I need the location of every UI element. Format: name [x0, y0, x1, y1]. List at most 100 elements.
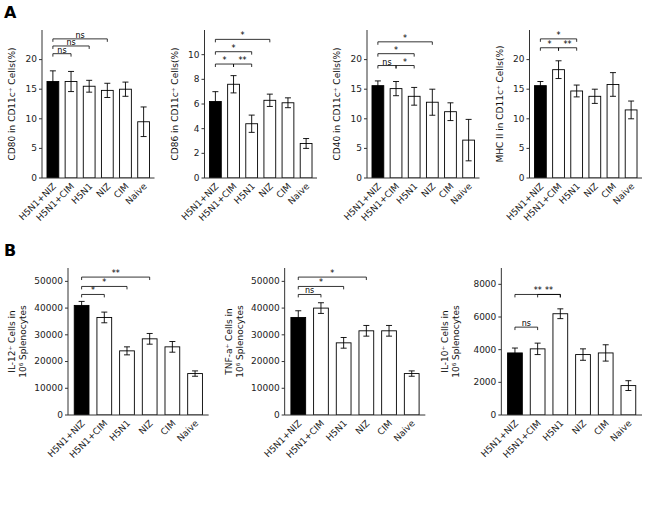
y-axis-label: CD80 in CD11c⁺ Cells(%) [7, 48, 17, 161]
bar [534, 86, 546, 178]
bar [336, 343, 351, 415]
bar [359, 331, 374, 415]
y-tick-label: 0 [356, 173, 362, 183]
error-bar [86, 80, 92, 92]
y-tick-label: 20 [351, 54, 363, 64]
y-axis-line [68, 268, 69, 415]
y-tick [364, 59, 367, 60]
y-axis-line [284, 268, 285, 415]
y-tick [364, 178, 367, 179]
y-tick [527, 89, 530, 90]
error-bar [447, 103, 453, 121]
error-bar [556, 61, 562, 79]
x-tick-label: Naive [124, 181, 150, 207]
y-tick-label: 20 [513, 54, 525, 64]
y-tick-label: 15 [513, 84, 524, 94]
x-tick-label: H5N1 [108, 418, 133, 443]
y-axis-label-line: TNF-a⁺ Cells in [224, 308, 234, 375]
bar [625, 110, 637, 178]
y-tick-label: 4000 [473, 345, 496, 355]
bar [372, 86, 384, 178]
error-bar [192, 371, 198, 376]
bar [282, 103, 294, 178]
subplot: 02000400060008000H5N1+NIZH5N1+CIMH5N1NIZ… [440, 268, 642, 460]
x-tick-label: H5N1 [232, 181, 257, 206]
y-axis-label-line: MHC II in CD11c⁺ Cells(%) [495, 45, 505, 162]
x-tick-label: Naive [449, 181, 475, 207]
error-bar [610, 73, 616, 97]
error-bar [363, 325, 369, 336]
error-bar [535, 343, 541, 354]
x-tick-label: Naive [392, 418, 418, 444]
bar [589, 96, 601, 178]
x-tick-label: CIM [592, 418, 611, 437]
y-axis-line [529, 30, 530, 178]
significance-label: ns [57, 46, 66, 55]
x-tick-label: H5N1+CIM [501, 418, 543, 460]
error-bar [68, 71, 74, 91]
y-tick [282, 415, 285, 416]
y-tick-label: 15 [26, 84, 37, 94]
y-tick-label: 10 [26, 114, 38, 124]
error-bar [318, 303, 324, 314]
bar [314, 308, 329, 415]
bar [165, 347, 180, 415]
plot-area [209, 76, 312, 178]
significance-label: ns [382, 58, 391, 67]
x-tick-label: H5N1+CIM [522, 181, 564, 223]
x-tick-label: NIZ [354, 418, 372, 436]
y-tick [65, 308, 68, 309]
bar [209, 102, 221, 178]
y-tick-label: 50000 [251, 276, 280, 286]
y-tick [39, 89, 42, 90]
y-axis-label-line: CD86 in CD11c⁺ Cells(%) [170, 48, 180, 161]
y-tick [202, 178, 205, 179]
x-axis-line [205, 178, 318, 179]
x-tick-label: H5N1 [395, 181, 420, 206]
bar [120, 89, 132, 178]
error-bar [341, 337, 347, 348]
x-tick-label: Naive [286, 181, 312, 207]
error-bar [122, 82, 128, 96]
error-bar [104, 83, 110, 97]
y-tick [364, 148, 367, 149]
y-tick [527, 148, 530, 149]
y-tick-label: 10 [513, 114, 525, 124]
x-tick-label: NIZ [94, 181, 112, 199]
y-axis-label-line: 10⁶ Splenocytes [18, 305, 28, 378]
y-tick-label: 30000 [251, 330, 280, 340]
x-tick-label: NIZ [582, 181, 600, 199]
error-bar [466, 119, 472, 160]
y-tick-label: 30000 [34, 330, 63, 340]
error-bar [231, 76, 237, 93]
bar [188, 374, 203, 415]
y-axis-label: CD40 in CD11c⁺ Cells(%) [332, 48, 342, 161]
error-bar [557, 309, 563, 319]
y-axis-line [367, 30, 368, 178]
y-tick-label: 20000 [251, 356, 280, 366]
bar [598, 353, 613, 415]
significance-label: ** [545, 286, 553, 295]
error-bar [386, 325, 392, 336]
y-tick [65, 415, 68, 416]
y-tick [202, 79, 205, 80]
y-tick [202, 153, 205, 154]
error-bar [212, 92, 218, 112]
subplot: 05101520H5N1+NIZH5N1+CIMH5N1NIZCIMNaiveM… [495, 30, 643, 223]
error-bar [429, 89, 435, 115]
significance-label: ns [305, 286, 314, 295]
x-tick-label: NIZ [257, 181, 275, 199]
error-bar [124, 347, 130, 355]
error-bar [393, 82, 399, 96]
significance-label: * [547, 40, 551, 49]
x-tick-label: NIZ [419, 181, 437, 199]
bar [508, 353, 523, 415]
error-bar [267, 94, 273, 106]
y-tick-label: 10000 [251, 383, 280, 393]
y-tick [282, 334, 285, 335]
x-tick-label: H5N1 [541, 418, 566, 443]
error-bar [512, 348, 518, 358]
bar [101, 90, 113, 178]
y-tick [282, 388, 285, 389]
x-tick-label: NIZ [137, 418, 155, 436]
